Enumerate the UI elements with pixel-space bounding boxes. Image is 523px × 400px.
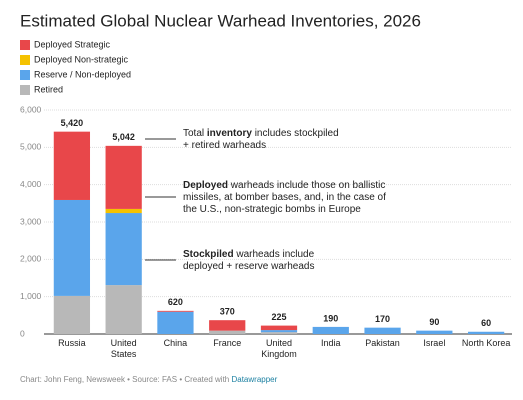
- bar-segment: [53, 295, 91, 334]
- y-tick-label: 0: [20, 328, 25, 338]
- annotation-text: Stockpiled warheads include: [183, 249, 315, 260]
- legend-swatch: [20, 40, 30, 50]
- legend-label: Deployed Strategic: [34, 39, 111, 49]
- annotation-part: warheads include: [234, 249, 315, 260]
- bar-segment: [53, 199, 91, 296]
- footer-text: Chart: John Feng, Newsweek • Source: FAS…: [20, 375, 231, 384]
- bar-segment: [53, 131, 91, 200]
- annotation-part: missiles, at bomber bases, and, in the c…: [183, 192, 386, 203]
- total-label: 60: [481, 318, 491, 328]
- annotation-part: includes stockpiled: [252, 128, 339, 139]
- bar-segment: [467, 331, 505, 334]
- annotation-part: Stockpiled: [183, 249, 234, 260]
- annotation-part: the U.S., non-strategic bombs in Europe: [183, 204, 361, 215]
- annotation-text: deployed + reserve warheads: [183, 261, 314, 272]
- bar-segment: [416, 330, 453, 334]
- x-tick-label: North Korea: [462, 338, 511, 348]
- y-tick-label: 1,000: [20, 291, 42, 301]
- legend-swatch: [20, 70, 30, 80]
- footer-link[interactable]: Datawrapper: [231, 375, 277, 384]
- x-tick-label: China: [164, 338, 188, 348]
- total-label: 225: [271, 312, 286, 322]
- bar-segment: [157, 310, 194, 312]
- total-label: 190: [323, 313, 338, 323]
- total-label: 5,042: [112, 132, 135, 142]
- x-tick-label: India: [321, 338, 341, 348]
- x-tick-label: France: [213, 338, 241, 348]
- annotation-text: + retired warheads: [183, 140, 266, 151]
- legend-label: Deployed Non-strategic: [34, 54, 129, 64]
- x-tick-label: Pakistan: [365, 338, 400, 348]
- bar-segment: [209, 330, 246, 334]
- annotation-part: Total: [183, 128, 207, 139]
- chart-title: Estimated Global Nuclear Warhead Invento…: [20, 11, 421, 30]
- annotation-part: warheads include those on ballistic: [228, 180, 385, 191]
- bar-segment: [260, 325, 298, 331]
- total-label: 90: [429, 317, 439, 327]
- annotation-text: missiles, at bomber bases, and, in the c…: [183, 192, 386, 203]
- annotation-text: the U.S., non-strategic bombs in Europe: [183, 204, 361, 215]
- footer: Chart: John Feng, Newsweek • Source: FAS…: [20, 375, 278, 384]
- total-label: 370: [220, 307, 235, 317]
- bar-segment: [105, 145, 142, 209]
- bar-segment: [105, 285, 142, 334]
- annotation-part: + retired warheads: [183, 140, 266, 151]
- legend-label: Reserve / Non-deployed: [34, 69, 131, 79]
- annotation-text: Total inventory includes stockpiled: [183, 128, 339, 139]
- bar-segment: [105, 213, 142, 286]
- y-tick-label: 4,000: [20, 179, 42, 189]
- y-tick-label: 5,000: [20, 142, 42, 152]
- bar-segment: [364, 327, 401, 334]
- y-tick-label: 3,000: [20, 216, 42, 226]
- total-label: 620: [168, 297, 183, 307]
- y-tick-label: 2,000: [20, 254, 42, 264]
- x-tick-label: United States: [111, 338, 137, 359]
- bar-segment: [260, 332, 298, 334]
- annotation-text: Deployed warheads include those on balli…: [183, 180, 385, 191]
- annotation-part: Deployed: [183, 180, 228, 191]
- bar-segment: [105, 208, 142, 214]
- legend-label: Retired: [34, 84, 63, 94]
- legend-swatch: [20, 85, 30, 95]
- annotation-part: inventory: [207, 128, 252, 139]
- x-tick-label: Russia: [58, 338, 86, 348]
- total-label: 5,420: [61, 118, 84, 128]
- annotation-part: deployed + reserve warheads: [183, 261, 314, 272]
- bar-segment: [312, 326, 349, 334]
- legend-swatch: [20, 55, 30, 65]
- x-tick-label: United Kingdom: [261, 338, 297, 359]
- x-tick-label: Israel: [423, 338, 445, 348]
- total-label: 170: [375, 314, 390, 324]
- y-tick-label: 6,000: [20, 104, 42, 114]
- bar-segment: [157, 311, 194, 334]
- bar-segment: [260, 330, 298, 333]
- bar-segment: [209, 320, 246, 331]
